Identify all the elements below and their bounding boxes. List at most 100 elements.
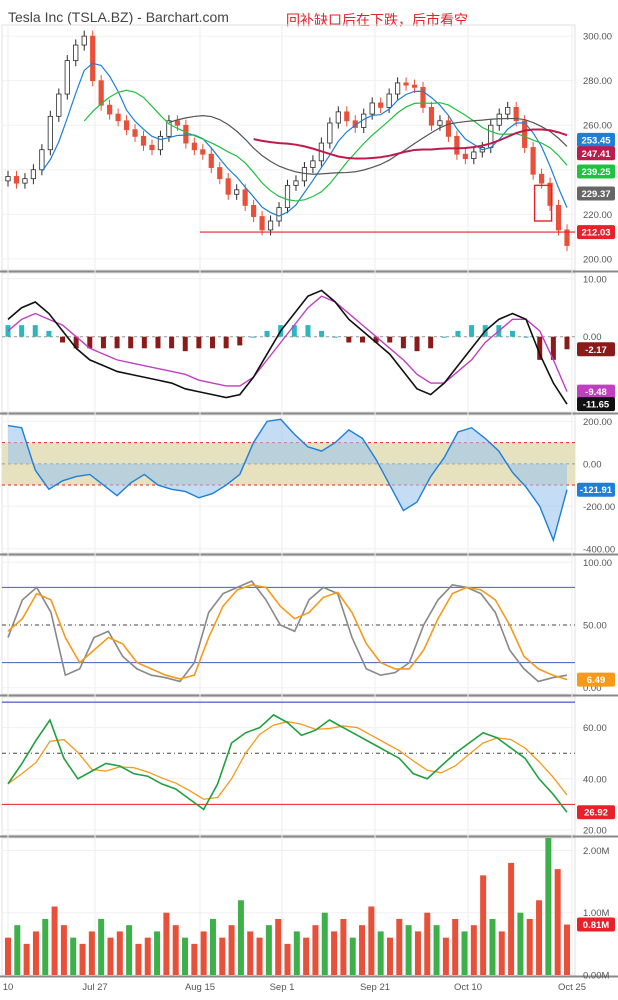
volume-bar — [349, 937, 356, 975]
candle-body — [90, 35, 96, 82]
value-badge-label: 6.49 — [587, 675, 606, 686]
value-badge-label: 253.45 — [581, 135, 611, 146]
candle-body — [378, 102, 384, 108]
candle-body — [183, 124, 189, 144]
volume-bar — [228, 925, 235, 975]
value-badge-macd: -11.65 — [577, 397, 615, 412]
volume-bar — [405, 925, 412, 975]
value-badge-label: 247.41 — [581, 149, 611, 160]
value-badge-box — [577, 225, 615, 240]
value-badge-price: 239.25 — [577, 164, 615, 179]
macd-histogram-bar — [373, 336, 379, 343]
value-badge-macd: -9.48 — [577, 384, 615, 399]
macd-histogram-bar — [441, 336, 447, 338]
volume-bar — [107, 937, 114, 975]
y-tick-label-price: 200.00 — [583, 254, 612, 265]
candle-body — [369, 102, 375, 115]
volume-bar — [424, 912, 431, 975]
y-tick-label-cci: -400.00 — [583, 544, 615, 555]
y-tick-label-price: 280.00 — [583, 76, 612, 87]
y-tick-label-cci: 0.00 — [583, 459, 602, 470]
value-badge-box — [577, 805, 615, 820]
x-tick-label: Sep 21 — [360, 982, 390, 993]
volume-bar — [51, 906, 58, 975]
macd-histogram-bar — [182, 336, 188, 352]
volume-bar — [5, 937, 11, 975]
candle-body — [437, 120, 443, 126]
value-badge-box — [577, 342, 615, 357]
volume-bar — [60, 925, 67, 975]
candle-body — [166, 120, 172, 137]
volume-bar — [377, 931, 384, 975]
moving-average-line-20 — [168, 115, 568, 175]
volume-bar — [461, 931, 468, 975]
macd-histogram-bar — [19, 325, 25, 337]
volume-bar — [32, 931, 39, 975]
candle-body — [251, 205, 257, 217]
macd-histogram-bar — [319, 330, 325, 337]
macd-histogram-bar — [114, 336, 120, 349]
volume-bar — [386, 937, 393, 975]
y-tick-label-price: 220.00 — [583, 210, 612, 221]
value-badge-label: 0.81M — [583, 920, 609, 931]
value-badge-box — [577, 917, 615, 932]
candle-body — [132, 129, 138, 137]
volume-bar — [23, 943, 30, 975]
candle-body — [191, 142, 197, 151]
volume-bar — [517, 912, 524, 975]
candle-body — [140, 135, 147, 146]
candle-body — [174, 120, 180, 126]
candle-body — [505, 107, 511, 115]
candle-body — [217, 167, 223, 180]
value-badge-box — [577, 672, 615, 687]
volume-bar — [526, 918, 533, 975]
candle-body — [403, 82, 409, 86]
candle-body — [471, 151, 477, 160]
macd-histogram-bar — [550, 336, 556, 360]
candle-body — [39, 149, 45, 171]
value-badge-label: 212.03 — [581, 228, 610, 239]
macd-histogram-bar — [414, 336, 420, 352]
y-tick-label-volume: 0.00M — [583, 971, 609, 982]
volume-bar — [508, 862, 515, 975]
value-badge-label: 26.92 — [584, 808, 608, 819]
volume-bar — [452, 918, 459, 975]
y-tick-label-cci: -200.00 — [583, 502, 615, 513]
value-badge-price: 212.03 — [577, 225, 615, 240]
macd-histogram-bar — [141, 336, 147, 349]
volume-bar — [480, 875, 487, 975]
macd-histogram-bar — [264, 330, 270, 337]
candle-body — [276, 207, 282, 222]
y-tick-label-stochastic: 0.00 — [583, 683, 602, 694]
moving-average-line-30 — [253, 128, 568, 160]
y-tick-label-stochastic: 50.00 — [583, 621, 607, 632]
stoch-d-line — [7, 584, 568, 681]
value-badge-box — [577, 186, 615, 201]
macd-histogram-bar — [537, 336, 543, 360]
volume-bar — [312, 925, 319, 975]
candle-body — [115, 113, 121, 122]
macd-histogram-bar — [455, 330, 461, 337]
moving-average-line-5 — [41, 62, 568, 217]
candle-body — [428, 107, 435, 126]
value-badge-volume: 0.81M — [577, 917, 615, 932]
macd-histogram-bar — [128, 336, 134, 349]
candle-body — [411, 84, 418, 88]
x-tick-label: Jul 27 — [82, 982, 107, 993]
macd-histogram-bar — [100, 336, 106, 349]
candle-body — [107, 104, 113, 115]
macd-histogram-bar — [428, 336, 434, 349]
macd-histogram-bar — [387, 336, 393, 343]
candle-body — [13, 176, 20, 184]
volume-bar — [14, 925, 21, 975]
volume-bar — [331, 931, 338, 975]
candle-body — [522, 120, 528, 148]
value-badge-price: 229.37 — [577, 186, 615, 201]
volume-bar — [79, 943, 86, 975]
x-tick-label: 10 — [3, 982, 14, 993]
macd-signal-line — [7, 295, 568, 392]
macd-histogram-bar — [60, 336, 66, 343]
macd-histogram-bar — [509, 330, 515, 337]
candle-body — [73, 44, 79, 62]
